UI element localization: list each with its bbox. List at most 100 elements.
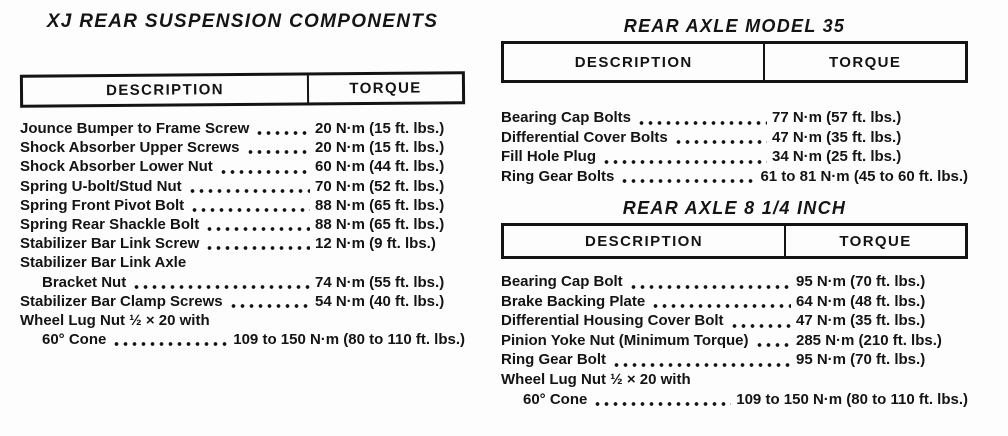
spec-description: 60° Cone	[42, 331, 107, 349]
spec-row: Brake Backing Plate 64 N·m (48 ft. lbs.)	[501, 292, 968, 312]
spec-description: Spring Front Pivot Bolt	[20, 196, 185, 214]
description-column-header: DESCRIPTION	[504, 226, 786, 256]
dot-leader	[112, 340, 229, 347]
spec-torque: 70 N·m (52 ft. lbs.)	[315, 177, 445, 195]
dot-leader	[729, 321, 791, 328]
spec-description: Shock Absorber Upper Screws	[20, 139, 240, 157]
torque-column-header: TORQUE	[829, 53, 902, 71]
spec-description: 60° Cone	[523, 390, 588, 408]
spec-row: Shock Absorber Upper Screws 20 N·m (15 f…	[20, 138, 465, 157]
axle814-section: REAR AXLE 8 1/4 INCH DESCRIPTION TORQUE …	[501, 196, 968, 409]
spec-torque: 88 N·m (65 ft. lbs.)	[315, 196, 445, 214]
spec-row: Ring Gear Bolt 95 N·m (70 ft. lbs.)	[501, 350, 968, 370]
dot-leader	[187, 186, 310, 193]
description-column-header: DESCRIPTION	[22, 75, 310, 105]
spec-torque: 64 N·m (48 ft. lbs.)	[796, 292, 926, 310]
spec-row: Spring Rear Shackle Bolt 88 N·m (65 ft. …	[20, 215, 465, 234]
dot-leader	[245, 148, 310, 155]
spec-torque: 95 N·m (70 ft. lbs.)	[796, 351, 926, 369]
spec-row: Fill Hole Plug 34 N·m (25 ft. lbs.)	[501, 147, 968, 167]
spec-row: Pinion Yoke Nut (Minimum Torque) 285 N·m…	[501, 331, 968, 351]
spec-torque: 20 N·m (15 ft. lbs.)	[315, 120, 445, 137]
spec-description: Differential Housing Cover Bolt	[501, 312, 724, 330]
spec-row: Stabilizer Bar Link Axle	[20, 253, 465, 272]
spec-row: Spring Front Pivot Bolt 88 N·m (65 ft. l…	[20, 196, 465, 215]
dot-leader	[132, 282, 310, 289]
spec-description: Jounce Bumper to Frame Screw	[20, 120, 250, 137]
spec-row: 60° Cone 109 to 150 N·m (80 to 110 ft. l…	[20, 330, 465, 349]
spec-row: Wheel Lug Nut ½ × 20 with	[20, 311, 465, 330]
spec-torque: 20 N·m (15 ft. lbs.)	[315, 139, 445, 157]
dot-leader	[190, 206, 310, 213]
spec-row: Shock Absorber Lower Nut 60 N·m (44 ft. …	[20, 157, 465, 176]
spec-description: Stabilizer Bar Link Axle	[20, 254, 187, 272]
axle35-rows: Bearing Cap Bolts 77 N·m (57 ft. lbs.) D…	[501, 108, 968, 186]
dot-leader	[218, 167, 310, 174]
spec-description: Differential Cover Bolts	[501, 128, 668, 146]
spec-row: 60° Cone 109 to 150 N·m (80 to 110 ft. l…	[501, 390, 968, 410]
spec-description: Brake Backing Plate	[501, 292, 646, 310]
spec-description: Bearing Cap Bolts	[501, 109, 632, 126]
spec-torque: 74 N·m (55 ft. lbs.)	[315, 273, 445, 291]
spec-description: Bearing Cap Bolt	[501, 273, 623, 290]
spec-row: Bracket Nut 74 N·m (55 ft. lbs.)	[20, 273, 465, 292]
suspension-title: XJ REAR SUSPENSION COMPONENTS	[46, 11, 439, 32]
spec-description: Wheel Lug Nut ½ × 20 with	[20, 312, 210, 330]
axle814-rows: Bearing Cap Bolt 95 N·m (70 ft. lbs.) Br…	[501, 272, 968, 409]
spec-description: Wheel Lug Nut ½ × 20 with	[501, 370, 691, 388]
spec-description: Spring U-bolt/Stud Nut	[20, 177, 182, 195]
spec-description: Spring Rear Shackle Bolt	[20, 216, 200, 234]
spec-row: Differential Cover Bolts 47 N·m (35 ft. …	[501, 128, 968, 148]
axle814-header-row: DESCRIPTION TORQUE	[501, 223, 968, 259]
spec-row: Wheel Lug Nut ½ × 20 with	[501, 370, 968, 390]
spec-row: Differential Housing Cover Bolt 47 N·m (…	[501, 311, 968, 331]
description-column-header: DESCRIPTION	[504, 44, 766, 80]
dot-leader	[612, 360, 791, 367]
dot-leader	[205, 225, 310, 232]
axle-section-column: REAR AXLE MODEL 35 DESCRIPTION TORQUE Be…	[501, 14, 968, 409]
suspension-section: XJ REAR SUSPENSION COMPONENTS DESCRIPTIO…	[19, 10, 466, 349]
dot-leader	[651, 302, 791, 309]
spec-description: Bracket Nut	[42, 273, 127, 291]
spec-row: Jounce Bumper to Frame Screw 20 N·m (15 …	[20, 119, 465, 138]
spec-description: Stabilizer Bar Clamp Screws	[20, 292, 223, 310]
dot-leader	[593, 400, 732, 407]
spec-torque: 88 N·m (65 ft. lbs.)	[315, 216, 445, 234]
spec-torque: 109 to 150 N·m (80 to 110 ft. lbs.)	[233, 331, 465, 349]
spec-description: Ring Gear Bolt	[501, 351, 607, 369]
spec-description: Ring Gear Bolts	[501, 167, 615, 185]
dot-leader	[754, 341, 791, 348]
dot-leader	[255, 129, 310, 136]
dot-leader	[205, 244, 310, 251]
dot-leader	[637, 118, 767, 125]
axle35-title: REAR AXLE MODEL 35	[623, 16, 846, 36]
spec-torque: 95 N·m (70 ft. lbs.)	[796, 273, 926, 290]
spec-torque: 109 to 150 N·m (80 to 110 ft. lbs.)	[736, 390, 968, 408]
spec-description: Shock Absorber Lower Nut	[20, 158, 213, 176]
spec-description: Fill Hole Plug	[501, 148, 597, 165]
spec-description: Pinion Yoke Nut (Minimum Torque)	[501, 331, 749, 349]
torque-column-header: TORQUE	[839, 232, 912, 250]
spec-row: Spring U-bolt/Stud Nut 70 N·m (52 ft. lb…	[20, 177, 465, 196]
spec-torque: 47 N·m (35 ft. lbs.)	[772, 128, 902, 146]
dot-leader	[628, 282, 791, 289]
spec-torque: 54 N·m (40 ft. lbs.)	[315, 292, 445, 310]
spec-torque: 47 N·m (35 ft. lbs.)	[796, 312, 926, 330]
suspension-rows: Jounce Bumper to Frame Screw 20 N·m (15 …	[20, 119, 465, 349]
spec-torque: 60 N·m (44 ft. lbs.)	[315, 158, 445, 176]
dot-leader	[228, 302, 310, 309]
spec-description: Stabilizer Bar Link Screw	[20, 235, 200, 253]
spec-row: Stabilizer Bar Clamp Screws 54 N·m (40 f…	[20, 292, 465, 311]
torque-column-header: TORQUE	[349, 79, 422, 98]
dot-leader	[620, 177, 756, 183]
spec-row: Ring Gear Bolts 61 to 81 N·m (45 to 60 f…	[501, 167, 968, 187]
spec-row: Bearing Cap Bolts 77 N·m (57 ft. lbs.)	[501, 108, 968, 128]
dot-leader	[673, 138, 767, 144]
spec-torque: 12 N·m (9 ft. lbs.)	[315, 235, 436, 253]
spec-torque: 34 N·m (25 ft. lbs.)	[772, 148, 902, 165]
spec-torque: 285 N·m (210 ft. lbs.)	[796, 331, 942, 349]
suspension-header-row: DESCRIPTION TORQUE	[19, 71, 466, 108]
dot-leader	[602, 157, 767, 164]
axle35-header-row: DESCRIPTION TORQUE	[501, 41, 968, 83]
